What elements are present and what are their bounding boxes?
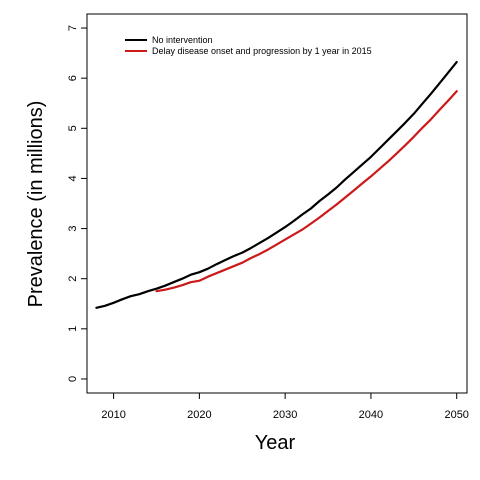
x-axis-title: Year (255, 432, 296, 454)
legend-label-no-intervention: No intervention (152, 35, 213, 45)
y-tick-label: 1 (67, 326, 79, 332)
y-tick-label: 0 (67, 376, 79, 382)
y-tick-label: 4 (67, 175, 79, 181)
series-lines (95, 61, 458, 309)
legend-label-delay-onset: Delay disease onset and progression by 1… (152, 46, 372, 56)
legend: No intervention Delay disease onset and … (125, 35, 372, 56)
series-line-0 (95, 61, 458, 309)
y-tick-label: 5 (67, 125, 79, 131)
y-tick-label: 3 (67, 226, 79, 232)
y-tick-label: 6 (67, 75, 79, 81)
x-tick-label: 2020 (187, 409, 211, 421)
y-axis: 0 1 2 3 4 5 6 7 (67, 25, 87, 382)
y-axis-title: Prevalence (in millions) (25, 101, 47, 308)
y-tick-label: 7 (67, 25, 79, 31)
y-tick-label: 2 (67, 276, 79, 282)
x-tick-label: 2010 (101, 409, 125, 421)
plot-frame (86, 13, 468, 394)
x-tick-label: 2030 (273, 409, 297, 421)
x-axis: 2010 2020 2030 2040 2050 (101, 393, 469, 421)
x-tick-label: 2050 (444, 409, 468, 421)
series-line-1 (155, 90, 458, 293)
x-tick-label: 2040 (359, 409, 383, 421)
